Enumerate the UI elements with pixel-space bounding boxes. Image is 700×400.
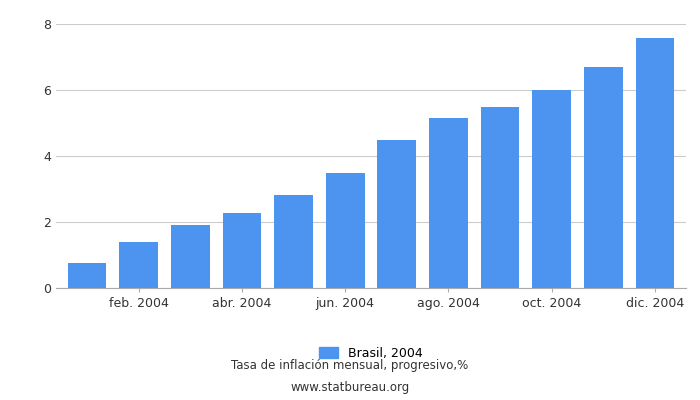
Bar xyxy=(326,174,365,288)
Bar xyxy=(171,225,209,288)
Bar xyxy=(481,107,519,288)
Bar xyxy=(636,38,674,288)
Bar xyxy=(429,118,468,288)
Bar xyxy=(223,213,261,288)
Bar xyxy=(119,242,158,288)
Bar xyxy=(68,263,106,288)
Bar xyxy=(533,90,571,288)
Text: www.statbureau.org: www.statbureau.org xyxy=(290,382,410,394)
Bar xyxy=(584,66,623,288)
Legend: Brasil, 2004: Brasil, 2004 xyxy=(314,342,428,365)
Text: Tasa de inflación mensual, progresivo,%: Tasa de inflación mensual, progresivo,% xyxy=(232,360,468,372)
Bar xyxy=(377,140,416,288)
Bar xyxy=(274,195,313,288)
